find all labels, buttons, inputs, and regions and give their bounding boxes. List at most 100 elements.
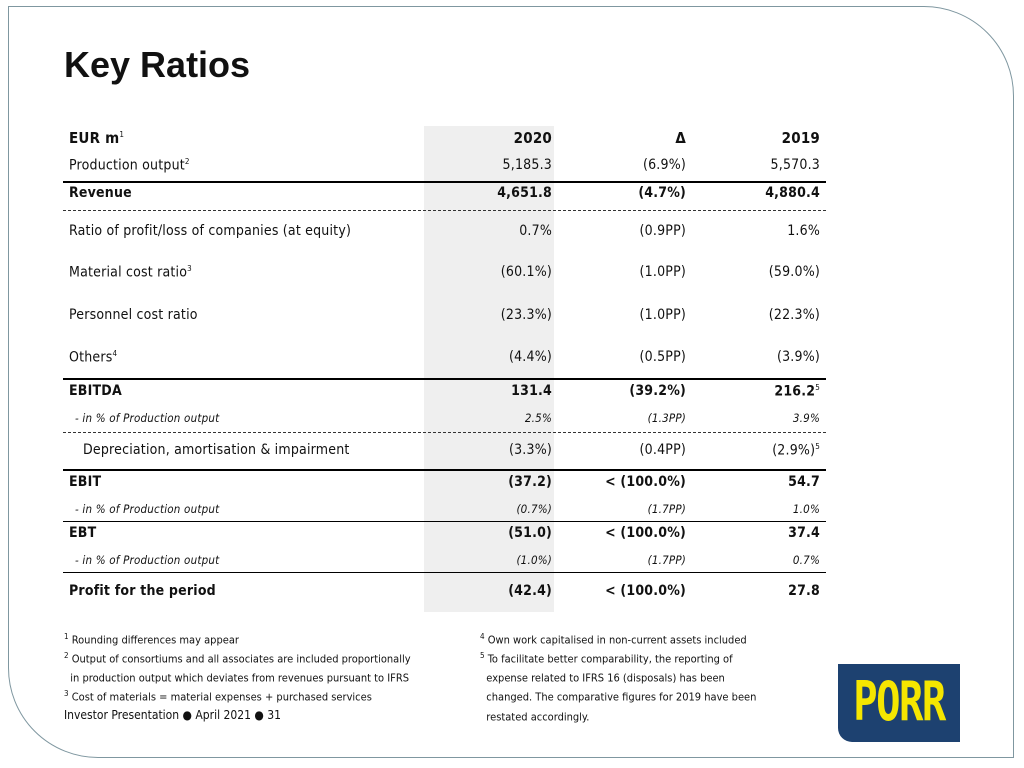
value-2019: 37.4 xyxy=(788,525,820,541)
row-label: Revenue xyxy=(69,185,132,201)
row-label-text: Profit for the period xyxy=(69,583,216,599)
footnotes-right: 4 Own work capitalised in non-current as… xyxy=(480,629,756,725)
footnote: 5 To facilitate better comparability, th… xyxy=(480,648,756,667)
value-2019: 3.9% xyxy=(793,411,820,425)
row-label-text: - in % of Production output xyxy=(75,502,220,516)
value-2020: 2.5% xyxy=(524,411,552,425)
divider xyxy=(63,181,826,183)
header-delta: Δ xyxy=(675,129,686,147)
value-2019-text: 0.7% xyxy=(792,553,820,567)
footnote: 1 Rounding differences may appear xyxy=(64,629,411,648)
value-2019: 1.0% xyxy=(793,502,820,516)
footer: Investor Presentation ● April 2021 ● 31 xyxy=(64,708,281,722)
value-delta: (1.0PP) xyxy=(639,264,686,280)
divider xyxy=(63,521,826,522)
row-label-text: - in % of Production output xyxy=(75,553,220,567)
footnote-text: To facilitate better comparability, the … xyxy=(487,652,733,666)
divider xyxy=(63,469,826,471)
divider xyxy=(63,572,826,573)
row-label: - in % of Production output xyxy=(75,502,219,516)
value-2020: (42.4) xyxy=(508,583,552,599)
footnote-ref: 5 xyxy=(815,383,820,392)
footnote-text: changed. The comparative figures for 201… xyxy=(486,691,757,705)
value-delta: (1.7PP) xyxy=(647,502,686,516)
value-2019-text: 5,570.3 xyxy=(770,157,820,173)
slide-frame xyxy=(8,6,1014,758)
divider xyxy=(63,432,826,433)
row-label: Ratio of profit/loss of companies (at eq… xyxy=(69,223,351,239)
footnote-text: expense related to IFRS 16 (disposals) h… xyxy=(486,671,725,685)
row-label-text: Personnel cost ratio xyxy=(69,307,198,323)
row-label-text: Revenue xyxy=(69,185,132,201)
footnote-text: Output of consortiums and all associates… xyxy=(71,652,411,666)
footnote-ref: 1 xyxy=(119,130,125,139)
footnote-ref: 5 xyxy=(815,442,820,451)
value-2020: (23.3%) xyxy=(500,307,552,323)
footnote-number: 1 xyxy=(64,632,69,641)
highlight-column-2020 xyxy=(424,126,554,612)
row-label: EBIT xyxy=(69,474,101,490)
row-label-text: Material cost ratio xyxy=(69,264,188,281)
row-label-text: Depreciation, amortisation & impairment xyxy=(83,442,350,458)
value-2020: 131.4 xyxy=(511,383,552,399)
value-2019: 0.7% xyxy=(793,553,820,567)
value-2019-text: 216.2 xyxy=(774,383,816,400)
row-label: - in % of Production output xyxy=(75,411,219,425)
row-label: Production output2 xyxy=(69,157,190,174)
footnote: expense related to IFRS 16 (disposals) h… xyxy=(480,667,756,686)
row-label-text: Production output xyxy=(69,157,185,174)
porr-logo: PORR xyxy=(838,664,960,742)
value-delta: (0.9PP) xyxy=(639,223,686,239)
divider xyxy=(63,378,826,380)
row-label-text: EBITDA xyxy=(69,383,122,399)
footnote-ref: 3 xyxy=(187,264,192,273)
value-2019-text: 1.0% xyxy=(792,502,820,516)
value-delta: (39.2%) xyxy=(629,383,686,399)
row-label: Depreciation, amortisation & impairment xyxy=(83,442,350,458)
header-label: EUR m1 xyxy=(69,129,124,147)
value-2019: (3.9%) xyxy=(777,349,820,365)
value-2019-text: (59.0%) xyxy=(768,264,820,280)
value-delta: < (100.0%) xyxy=(605,474,686,490)
logo-text: PORR xyxy=(853,670,946,733)
value-2020: (37.2) xyxy=(508,474,552,490)
footnote-ref: 4 xyxy=(112,349,118,358)
value-2019-text: 54.7 xyxy=(788,474,820,490)
value-2019-text: 1.6% xyxy=(787,223,820,239)
value-2020: 5,185.3 xyxy=(502,157,552,173)
footnote-ref: 2 xyxy=(184,157,190,166)
value-2019: 4,880.4 xyxy=(765,185,820,201)
value-2019-text: 37.4 xyxy=(788,525,820,541)
value-delta: (4.7%) xyxy=(638,185,686,201)
value-2020: (4.4%) xyxy=(508,349,552,365)
row-label-text: EBT xyxy=(69,525,97,541)
value-2019: (22.3%) xyxy=(769,307,820,323)
row-label: Material cost ratio3 xyxy=(69,264,192,281)
value-2019: (2.9%)5 xyxy=(772,442,820,459)
value-2020: (1.0%) xyxy=(516,553,552,567)
value-delta: (1.0PP) xyxy=(639,307,686,323)
row-label: - in % of Production output xyxy=(75,553,219,567)
value-2019-text: (22.3%) xyxy=(768,307,820,323)
row-label-text: EBIT xyxy=(69,474,102,490)
value-delta: (0.5PP) xyxy=(639,349,686,365)
footnote: 2 Output of consortiums and all associat… xyxy=(64,648,411,667)
footnote: in production output which deviates from… xyxy=(64,667,411,686)
footnote: changed. The comparative figures for 201… xyxy=(480,686,756,705)
footnote-number: 4 xyxy=(480,632,485,641)
footnote: 3 Cost of materials = material expenses … xyxy=(64,686,411,705)
value-delta: (0.4PP) xyxy=(639,442,686,458)
value-2019-text: 4,880.4 xyxy=(765,185,820,201)
value-2019: (59.0%) xyxy=(769,264,820,280)
row-label-text: - in % of Production output xyxy=(75,411,220,425)
value-delta: (1.7PP) xyxy=(647,553,686,567)
value-2019: 1.6% xyxy=(787,223,820,239)
footnote-number: 5 xyxy=(480,651,485,661)
value-2019: 5,570.3 xyxy=(771,157,820,173)
footnote-text: in production output which deviates from… xyxy=(70,671,409,685)
value-2020: (3.3%) xyxy=(508,442,552,458)
footnote: 4 Own work capitalised in non-current as… xyxy=(480,629,756,648)
footnotes-left: 1 Rounding differences may appear 2 Outpu… xyxy=(64,629,411,706)
value-2019-text: 27.8 xyxy=(788,583,820,599)
value-2020: (51.0) xyxy=(508,525,552,541)
